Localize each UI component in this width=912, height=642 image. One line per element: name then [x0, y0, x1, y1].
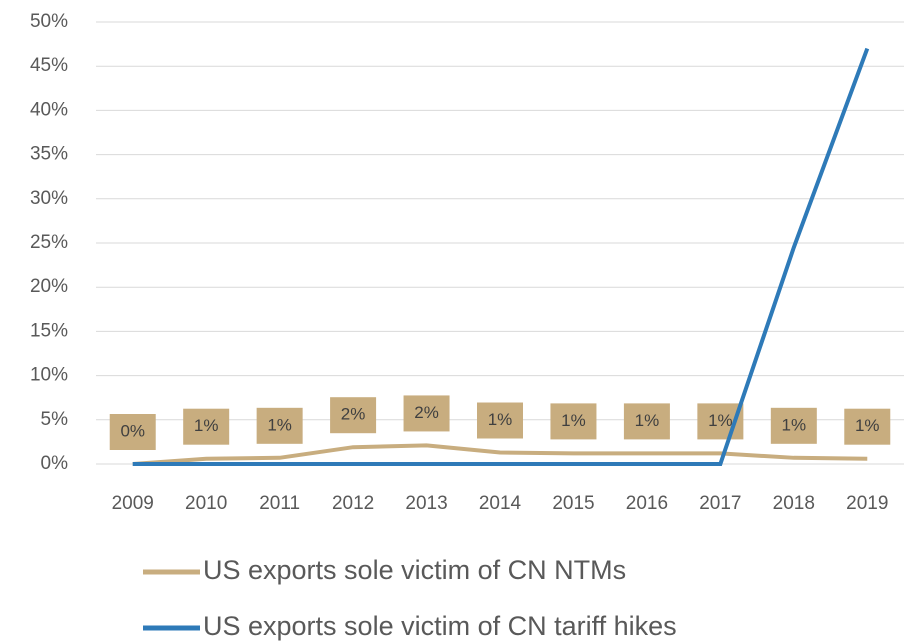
x-tick-label: 2019	[846, 493, 888, 514]
data-label-box	[550, 403, 597, 440]
y-tick-label: 0%	[41, 453, 69, 474]
y-tick-label: 45%	[30, 55, 68, 76]
x-tick-label: 2012	[332, 493, 374, 514]
data-label: 1%	[635, 411, 660, 430]
y-tick-label: 30%	[30, 188, 68, 209]
data-label: 1%	[708, 411, 733, 430]
x-tick-label: 2009	[112, 493, 154, 514]
y-tick-label: 50%	[30, 11, 68, 32]
data-label: 2%	[341, 405, 366, 424]
data-label: 1%	[855, 416, 880, 435]
series-line	[132, 47, 870, 466]
data-label: 1%	[194, 416, 219, 435]
data-label-box	[183, 408, 230, 445]
data-label: 1%	[267, 415, 292, 434]
legend-label: US exports sole victim of CN tariff hike…	[203, 611, 677, 641]
y-tick-label: 25%	[30, 232, 68, 253]
data-label-box	[256, 407, 303, 444]
data-label: 1%	[782, 415, 807, 434]
data-label-box	[623, 403, 670, 440]
y-tick-label: 20%	[30, 276, 68, 297]
data-label: 1%	[561, 411, 586, 430]
data-label-box	[330, 397, 377, 434]
x-tick-label: 2014	[479, 493, 522, 514]
x-tick-label: 2010	[185, 493, 227, 514]
x-tick-label: 2015	[552, 493, 594, 514]
y-tick-label: 35%	[30, 144, 68, 165]
data-label: 1%	[488, 410, 513, 429]
series-line	[132, 443, 868, 466]
y-tick-label: 10%	[30, 365, 68, 386]
x-tick-label: 2016	[626, 493, 668, 514]
data-label-box	[477, 402, 523, 439]
x-tick-label: 2011	[259, 493, 300, 514]
legend-label: US exports sole victim of CN NTMs	[203, 555, 626, 585]
data-label: 0%	[120, 421, 145, 440]
data-label: 2%	[414, 403, 439, 422]
y-tick-label: 15%	[30, 320, 68, 341]
data-label-box	[770, 407, 817, 444]
x-tick-label: 2013	[405, 493, 447, 514]
y-tick-label: 40%	[30, 99, 68, 120]
data-label-box	[109, 414, 156, 450]
data-label-box	[844, 408, 891, 445]
x-tick-label: 2017	[699, 493, 741, 514]
data-label-box	[403, 395, 450, 432]
x-tick-label: 2018	[773, 493, 815, 514]
y-tick-label: 5%	[41, 409, 69, 430]
